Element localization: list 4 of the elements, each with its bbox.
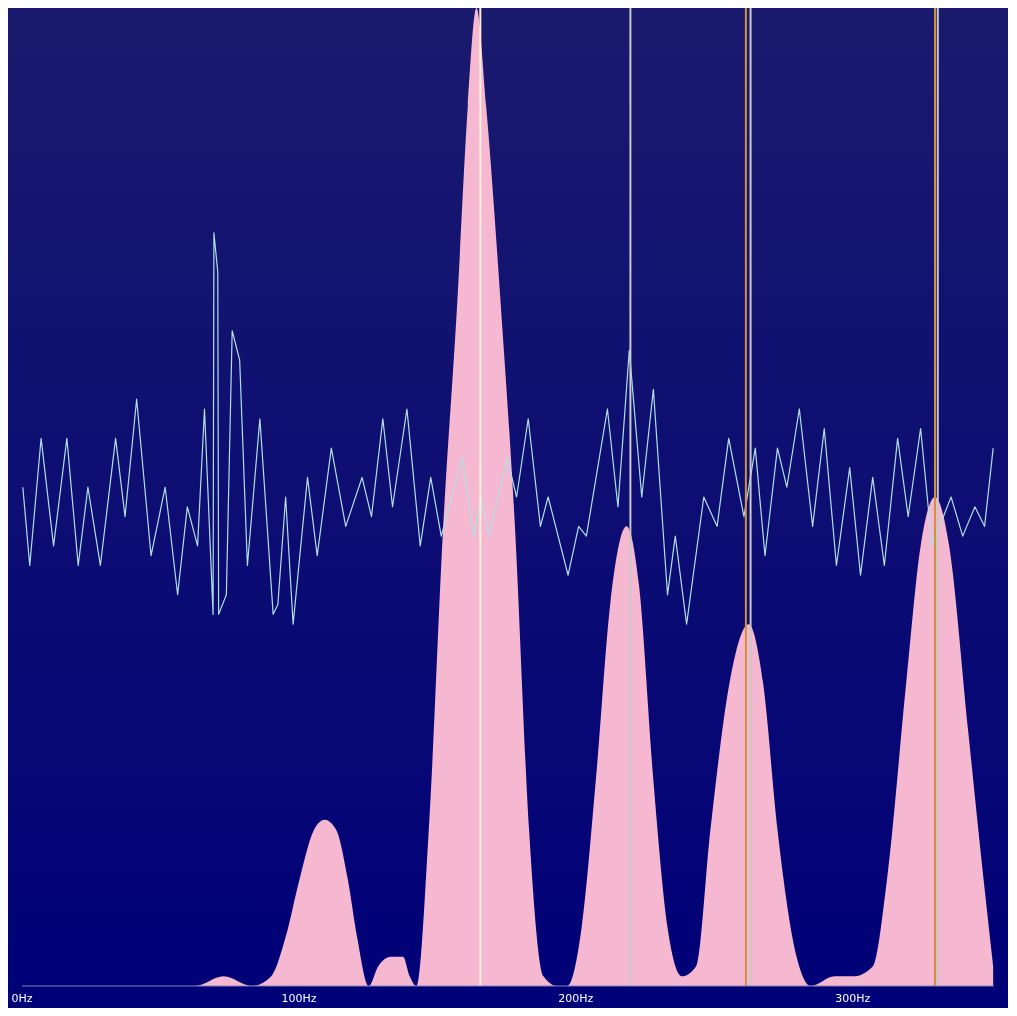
x-tick-label: 200Hz: [558, 991, 594, 1005]
x-tick-label: 300Hz: [835, 991, 871, 1005]
x-tick-label: 100Hz: [281, 991, 317, 1005]
x-tick-label: 0Hz: [11, 991, 33, 1005]
